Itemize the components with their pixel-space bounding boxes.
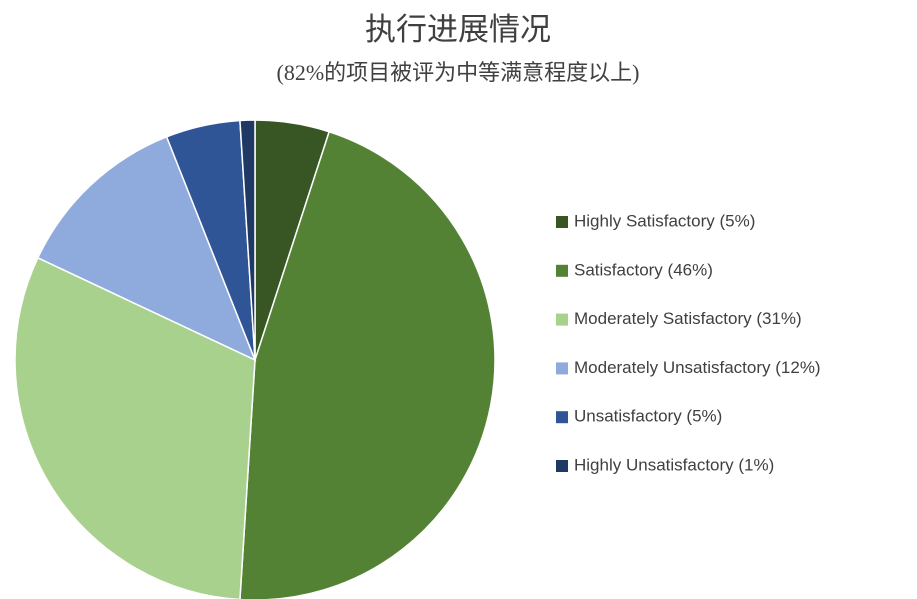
pie-slice: [239, 119, 256, 361]
legend-swatch: [556, 313, 568, 326]
legend-label: Moderately Satisfactory (31%): [574, 309, 802, 328]
legend-label: Highly Unsatisfactory (1%): [574, 455, 774, 474]
legend-label: Highly Satisfactory (5%): [574, 211, 755, 230]
legend-swatch: [556, 460, 568, 472]
pie-slice: [239, 130, 496, 599]
legend-swatch: [556, 264, 568, 277]
legend-swatch: [556, 216, 568, 228]
legend-swatch: [556, 362, 568, 375]
chart-subtitle: (82%的项目被评为中等满意程度以上): [277, 60, 640, 85]
legend-label: Unsatisfactory (5%): [574, 407, 722, 426]
legend-label: Satisfactory (46%): [574, 260, 713, 279]
pie-slice: [36, 135, 257, 362]
legend-label: Moderately Unsatisfactory (12%): [574, 358, 821, 377]
chart-title: 执行进展情况: [365, 12, 551, 47]
pie-slice: [14, 256, 256, 599]
legend-swatch: [556, 411, 568, 424]
